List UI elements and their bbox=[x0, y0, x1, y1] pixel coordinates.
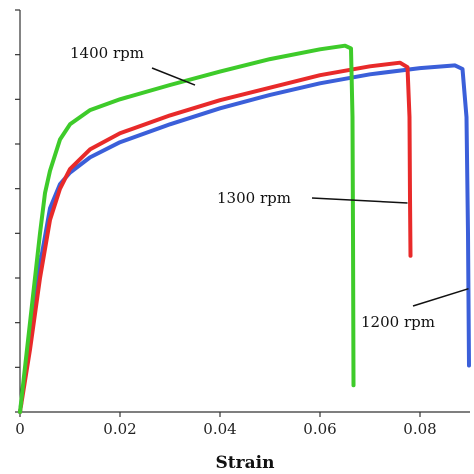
series-lines bbox=[18, 43, 471, 414]
x-axis-title: Strain bbox=[216, 453, 275, 473]
series-line-1400-rpm bbox=[18, 43, 356, 414]
y-ticks bbox=[15, 9, 20, 413]
x-tick-label: 0.08 bbox=[403, 420, 436, 438]
annotation-label: 1200 rpm bbox=[361, 313, 435, 331]
annotation-label: 1400 rpm bbox=[70, 44, 144, 62]
x-tick-label: 0 bbox=[15, 420, 25, 438]
x-tick-label: 0.06 bbox=[303, 420, 336, 438]
annotation-label: 1300 rpm bbox=[217, 189, 291, 207]
annotation-leader bbox=[311, 197, 408, 204]
series-line-1300-rpm bbox=[18, 60, 413, 414]
annotation-leader bbox=[151, 67, 196, 86]
series-line-1200-rpm bbox=[18, 63, 471, 414]
x-ticks: 0 0.02 0.04 0.06 0.08 bbox=[15, 412, 437, 438]
x-tick-label: 0.02 bbox=[103, 420, 136, 438]
annotations: 1400 rpm 1300 rpm 1200 rpm bbox=[70, 44, 469, 331]
plot-area: 0 0.02 0.04 0.06 0.08 1400 rpm 1300 rpm 1200 r… bbox=[15, 9, 471, 438]
x-tick-label: 0.04 bbox=[203, 420, 236, 438]
annotation-leader bbox=[412, 288, 469, 307]
